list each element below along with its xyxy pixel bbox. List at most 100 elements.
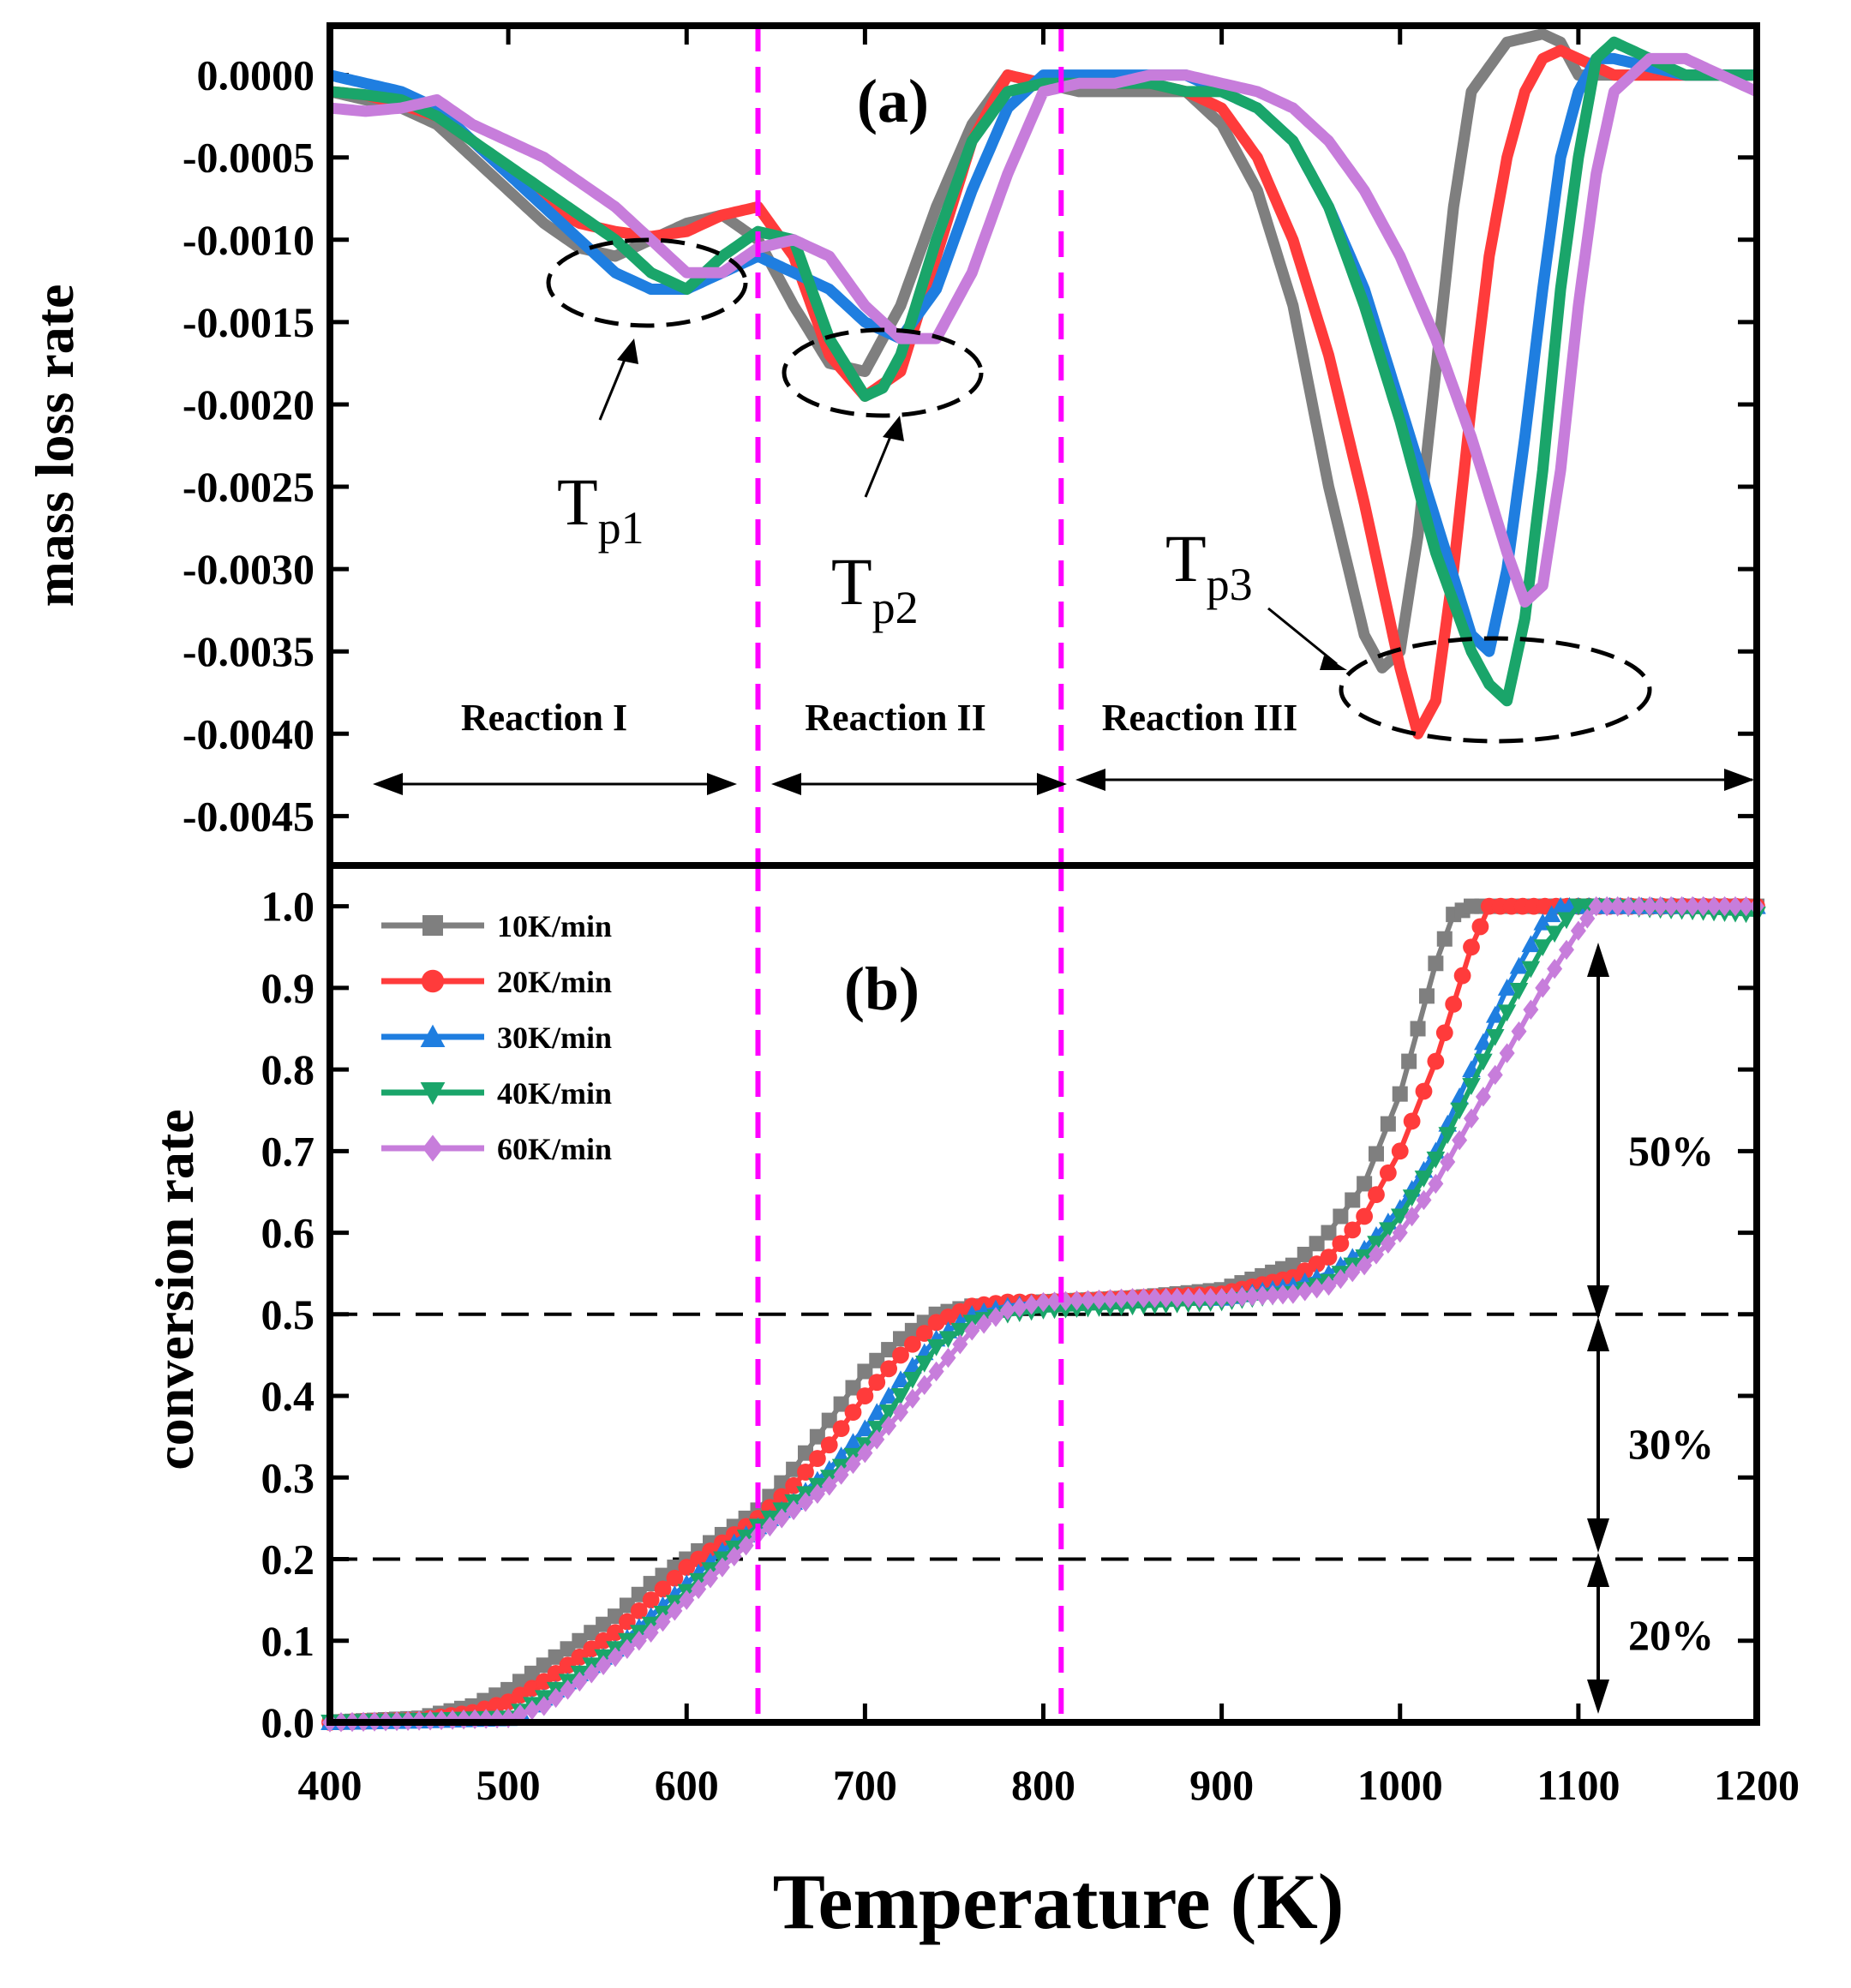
segment-label-20: 20% — [1628, 1611, 1714, 1659]
data-point — [1557, 912, 1576, 930]
data-point — [678, 1559, 696, 1576]
panel-a-y-tick-label: -0.0040 — [183, 710, 314, 757]
data-point — [1436, 931, 1453, 947]
data-point — [1471, 918, 1489, 936]
data-point — [1521, 935, 1541, 953]
legend-marker — [420, 1082, 446, 1105]
tp1-ellipse — [546, 237, 748, 328]
data-point — [1499, 1043, 1515, 1063]
data-point — [940, 1347, 956, 1368]
data-point — [1464, 1108, 1479, 1129]
panel-a-series-30K/min — [327, 52, 1759, 657]
data-point — [1674, 895, 1690, 917]
data-point — [1344, 1221, 1362, 1239]
data-point — [560, 1641, 576, 1657]
data-point — [1285, 1284, 1301, 1304]
data-point — [976, 1314, 992, 1334]
data-point — [608, 1647, 623, 1668]
panel-a-y-tick-label: -0.0010 — [183, 216, 314, 264]
data-point — [583, 1640, 601, 1658]
data-point — [879, 1386, 898, 1404]
data-point — [595, 1632, 613, 1650]
data-point — [1057, 1290, 1074, 1312]
data-point — [535, 1673, 553, 1691]
segment-label-30: 30% — [1628, 1420, 1714, 1468]
data-point — [843, 1433, 863, 1451]
data-point — [631, 1631, 647, 1651]
data-point — [1521, 961, 1541, 979]
data-point — [1404, 1206, 1420, 1227]
data-point — [1497, 979, 1517, 996]
data-point — [891, 1370, 910, 1387]
region-label-1: Reaction I — [461, 697, 627, 739]
panel-b-x-tick-label: 1000 — [1357, 1761, 1443, 1809]
data-point — [1559, 939, 1574, 961]
data-point — [857, 1443, 873, 1464]
panel-b-y-tick-label: 0.3 — [261, 1453, 315, 1501]
data-point — [560, 1680, 576, 1700]
data-point — [607, 1624, 624, 1642]
data-point — [786, 1500, 802, 1521]
data-point — [643, 1622, 659, 1643]
legend-item: 10K/min — [381, 909, 612, 943]
data-point — [891, 1388, 910, 1405]
data-point — [630, 1602, 648, 1620]
data-point — [1497, 1004, 1517, 1022]
data-point — [1224, 1287, 1240, 1308]
data-point — [584, 1663, 600, 1684]
data-point — [1453, 967, 1471, 985]
legend-label: 10K/min — [497, 909, 612, 943]
data-point — [679, 1590, 695, 1610]
data-point — [1462, 1078, 1481, 1095]
panel-b: 0.0 0.1 0.2 0.3 0.4 0.5 0.6 0.7 0.8 0.9 1.0 400 500… — [144, 862, 1800, 1945]
panel-b-y-tick-label: 0.4 — [261, 1372, 315, 1420]
data-point — [1265, 1284, 1281, 1306]
data-point — [773, 1488, 791, 1506]
data-point — [738, 1535, 754, 1556]
data-point — [1509, 983, 1529, 1000]
data-point — [798, 1492, 813, 1512]
panel-a-series — [327, 28, 1759, 740]
region-arrow-1 — [373, 773, 737, 795]
data-point — [1213, 1288, 1230, 1308]
data-point — [559, 1656, 577, 1674]
panel-b-y-tick-label: 0.9 — [261, 964, 315, 1012]
data-point — [999, 1300, 1015, 1320]
data-point — [1706, 895, 1722, 917]
data-point — [1579, 908, 1596, 929]
data-point — [666, 1569, 684, 1587]
data-point — [548, 1649, 564, 1665]
data-point — [1392, 1086, 1408, 1102]
data-point — [867, 1403, 887, 1421]
data-point — [1416, 1189, 1432, 1211]
data-point — [1487, 1064, 1503, 1086]
data-point — [1124, 1288, 1141, 1308]
panel-b-series — [320, 895, 1766, 1733]
data-point — [1357, 1254, 1373, 1276]
tp3-ellipse — [1339, 636, 1652, 744]
data-point — [1523, 999, 1539, 1020]
region-label-3: Reaction III — [1102, 697, 1298, 739]
data-point — [1309, 1236, 1325, 1252]
segment-arrow-50 — [1587, 943, 1609, 1320]
data-point — [880, 1360, 898, 1378]
tp3-arrowhead — [1320, 656, 1347, 670]
tp3-label: Tp3 — [1165, 521, 1253, 610]
tp1-arrowhead — [617, 338, 638, 364]
data-point — [1642, 895, 1658, 917]
data-point — [1333, 1208, 1349, 1225]
data-point — [952, 1334, 968, 1355]
data-point — [1440, 1152, 1456, 1172]
data-point — [1609, 895, 1626, 917]
panel-b-x-tick-label: 500 — [476, 1761, 541, 1809]
data-point — [1485, 1005, 1505, 1023]
data-point — [1333, 1268, 1349, 1290]
panel-a-y-tick-label: -0.0045 — [183, 792, 314, 840]
data-point — [1392, 1222, 1408, 1243]
data-point — [1244, 1286, 1261, 1307]
data-point — [1570, 920, 1586, 941]
tp1-label: Tp1 — [557, 464, 644, 554]
legend-label: 60K/min — [497, 1132, 612, 1166]
legend-label: 40K/min — [497, 1076, 612, 1111]
panel-b-x-tick-label: 1200 — [1714, 1761, 1800, 1809]
